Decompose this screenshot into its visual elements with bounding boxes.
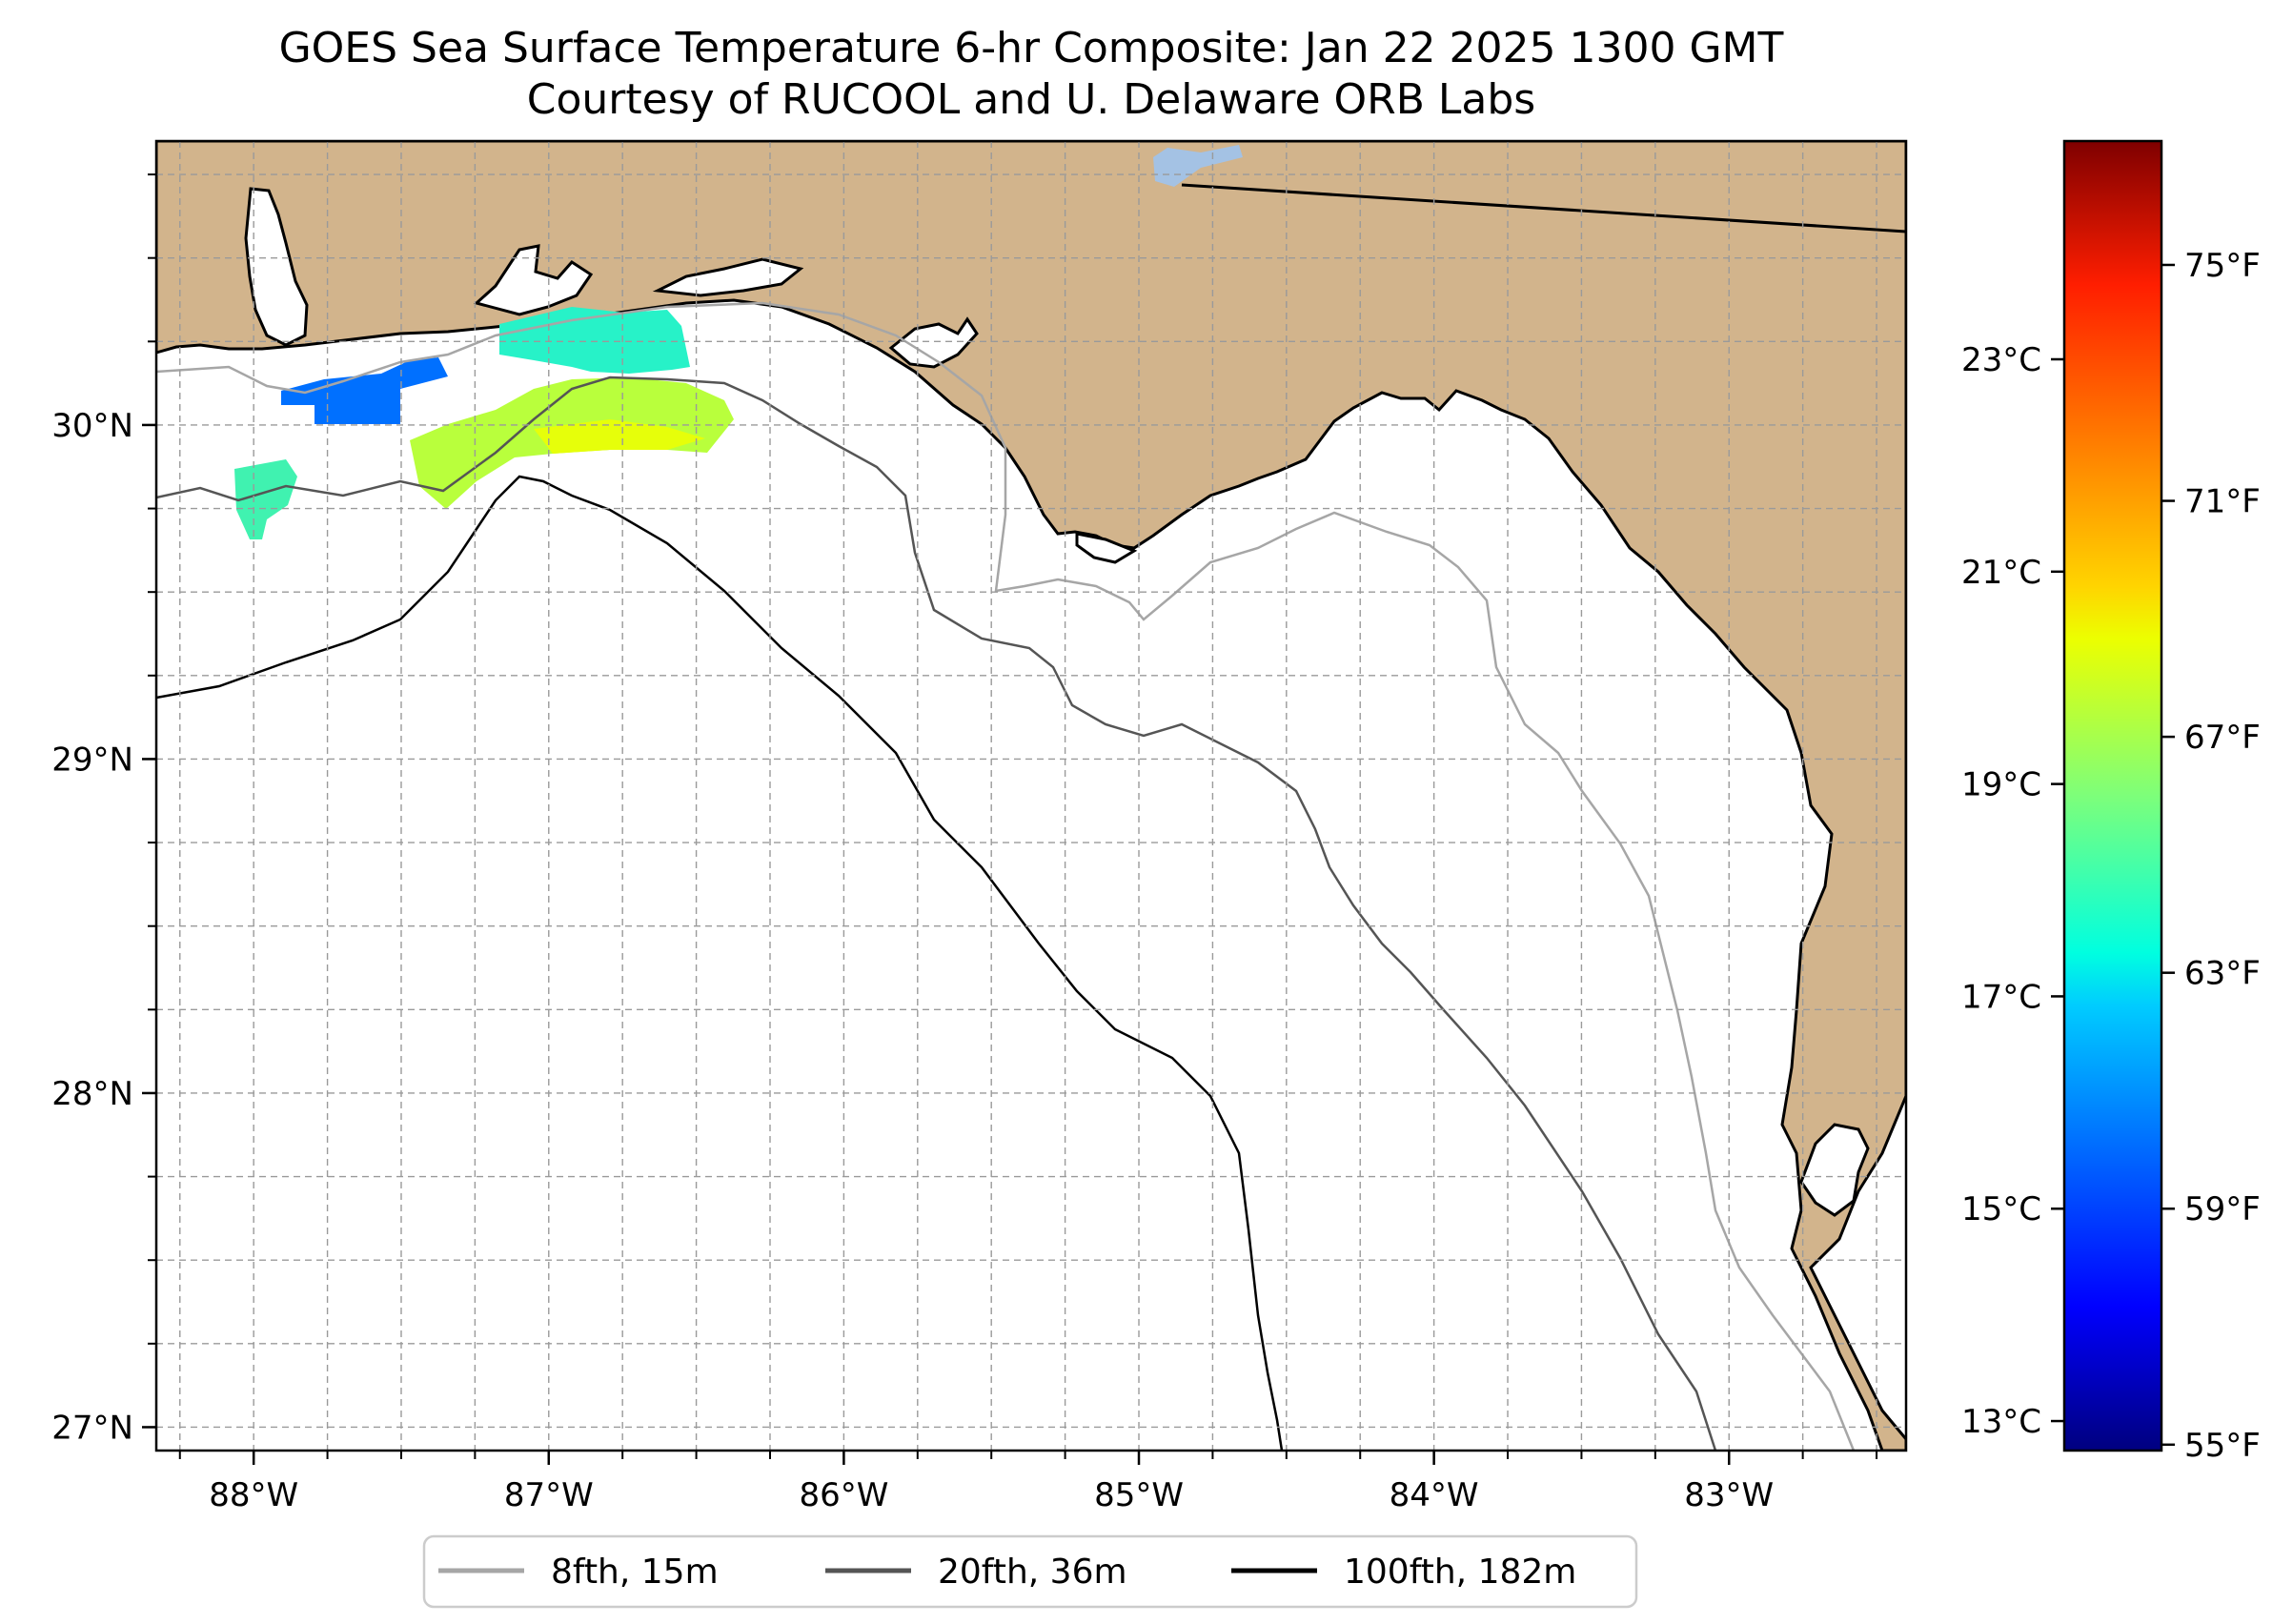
isobath-8fth bbox=[156, 301, 1856, 1451]
map-frame bbox=[154, 139, 1908, 1452]
colorbar-gradient bbox=[2064, 141, 2161, 1451]
colorbar-celsius-label: 15°C bbox=[1961, 1190, 2041, 1228]
legend-label-8fth: 8fth, 15m bbox=[551, 1553, 719, 1592]
lon-tick-label: 86°W bbox=[799, 1476, 888, 1514]
isobath-100fth bbox=[156, 475, 1284, 1451]
map-panel bbox=[156, 141, 1906, 1451]
lon-tick-label: 88°W bbox=[209, 1476, 298, 1514]
apalachicola-bay bbox=[1075, 532, 1138, 564]
colorbar-celsius-label: 13°C bbox=[1961, 1403, 2041, 1441]
lon-tick-label: 83°W bbox=[1684, 1476, 1774, 1514]
colorbar-celsius-label: 23°C bbox=[1961, 341, 2041, 379]
map-gridlines bbox=[156, 141, 1906, 1451]
sst-patch-cyan-green bbox=[499, 307, 690, 374]
colorbar-fahrenheit-label: 55°F bbox=[2184, 1427, 2261, 1465]
mobile-bay bbox=[244, 187, 309, 347]
lon-tick-label: 85°W bbox=[1094, 1476, 1184, 1514]
legend-label-100fth: 100fth, 182m bbox=[1344, 1553, 1576, 1592]
colorbar-frame bbox=[2062, 139, 2163, 1452]
sst-data-patches bbox=[234, 307, 734, 539]
longitude-axis: 88°W 87°W 86°W 85°W 84°W 83°W bbox=[178, 1451, 1878, 1514]
colorbar-celsius-label: 17°C bbox=[1961, 978, 2041, 1016]
colorbar-fahrenheit-label: 67°F bbox=[2184, 719, 2261, 757]
colorbar-fahrenheit-label: 71°F bbox=[2184, 483, 2261, 521]
colorbar-fahrenheit-label: 75°F bbox=[2184, 247, 2261, 285]
lat-tick-label: 29°N bbox=[51, 741, 133, 779]
isobath-legend: 8fth, 15m 20fth, 36m 100fth, 182m bbox=[422, 1534, 1638, 1609]
legend-box bbox=[422, 1534, 1638, 1609]
pensacola-bay bbox=[473, 244, 594, 316]
tampa-bay bbox=[1799, 1123, 1870, 1217]
chart-title: GOES Sea Surface Temperature 6-hr Compos… bbox=[278, 24, 1784, 72]
colorbar: 23°C 21°C 19°C 17°C 15°C 13°C 75°F 71°F 67°F 63°… bbox=[1961, 139, 2261, 1465]
land-mass bbox=[156, 141, 1906, 1451]
lon-tick-label: 87°W bbox=[504, 1476, 594, 1514]
state-boundary bbox=[1181, 183, 1906, 233]
sst-patch-aqua bbox=[234, 459, 297, 539]
lat-tick-label: 27°N bbox=[51, 1409, 133, 1447]
legend-label-20fth: 20fth, 36m bbox=[938, 1553, 1127, 1592]
colorbar-celsius-label: 21°C bbox=[1961, 554, 2041, 592]
chart-subtitle: Courtesy of RUCOOL and U. Delaware ORB L… bbox=[526, 75, 1536, 124]
colorbar-fahrenheit-label: 63°F bbox=[2184, 955, 2261, 993]
colorbar-fahrenheit-axis: 75°F 71°F 67°F 63°F 59°F 55°F bbox=[2161, 247, 2261, 1465]
sst-patch-blue bbox=[281, 357, 448, 424]
colorbar-celsius-axis: 23°C 21°C 19°C 17°C 15°C 13°C bbox=[1961, 341, 2064, 1441]
lat-tick-label: 30°N bbox=[51, 407, 133, 445]
choctawhatchee-bay bbox=[652, 257, 804, 297]
lon-tick-label: 84°W bbox=[1390, 1476, 1479, 1514]
colorbar-fahrenheit-label: 59°F bbox=[2184, 1190, 2261, 1228]
latitude-axis: 30°N 29°N 28°N 27°N bbox=[51, 173, 156, 1447]
st-andrew-bay bbox=[888, 316, 979, 369]
colorbar-celsius-label: 19°C bbox=[1961, 766, 2041, 804]
sst-patch-yellow bbox=[534, 419, 705, 454]
lake-seminole bbox=[1153, 145, 1243, 187]
lat-tick-label: 28°N bbox=[51, 1075, 133, 1113]
